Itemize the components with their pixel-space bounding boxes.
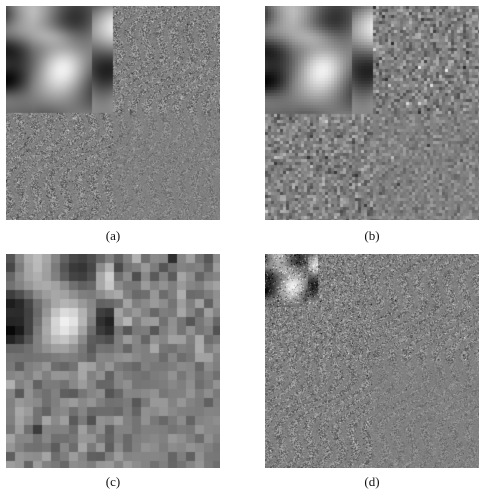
caption-c: (c) xyxy=(105,474,121,489)
panel-a-wavelet-image xyxy=(6,6,220,220)
panel-b-wavelet-image xyxy=(265,6,479,220)
panel-d-wavelet-image xyxy=(265,254,479,468)
caption-b: (b) xyxy=(364,228,380,243)
caption-a: (a) xyxy=(105,228,121,243)
panel-c-wavelet-image xyxy=(6,254,220,468)
caption-d: (d) xyxy=(364,474,380,489)
